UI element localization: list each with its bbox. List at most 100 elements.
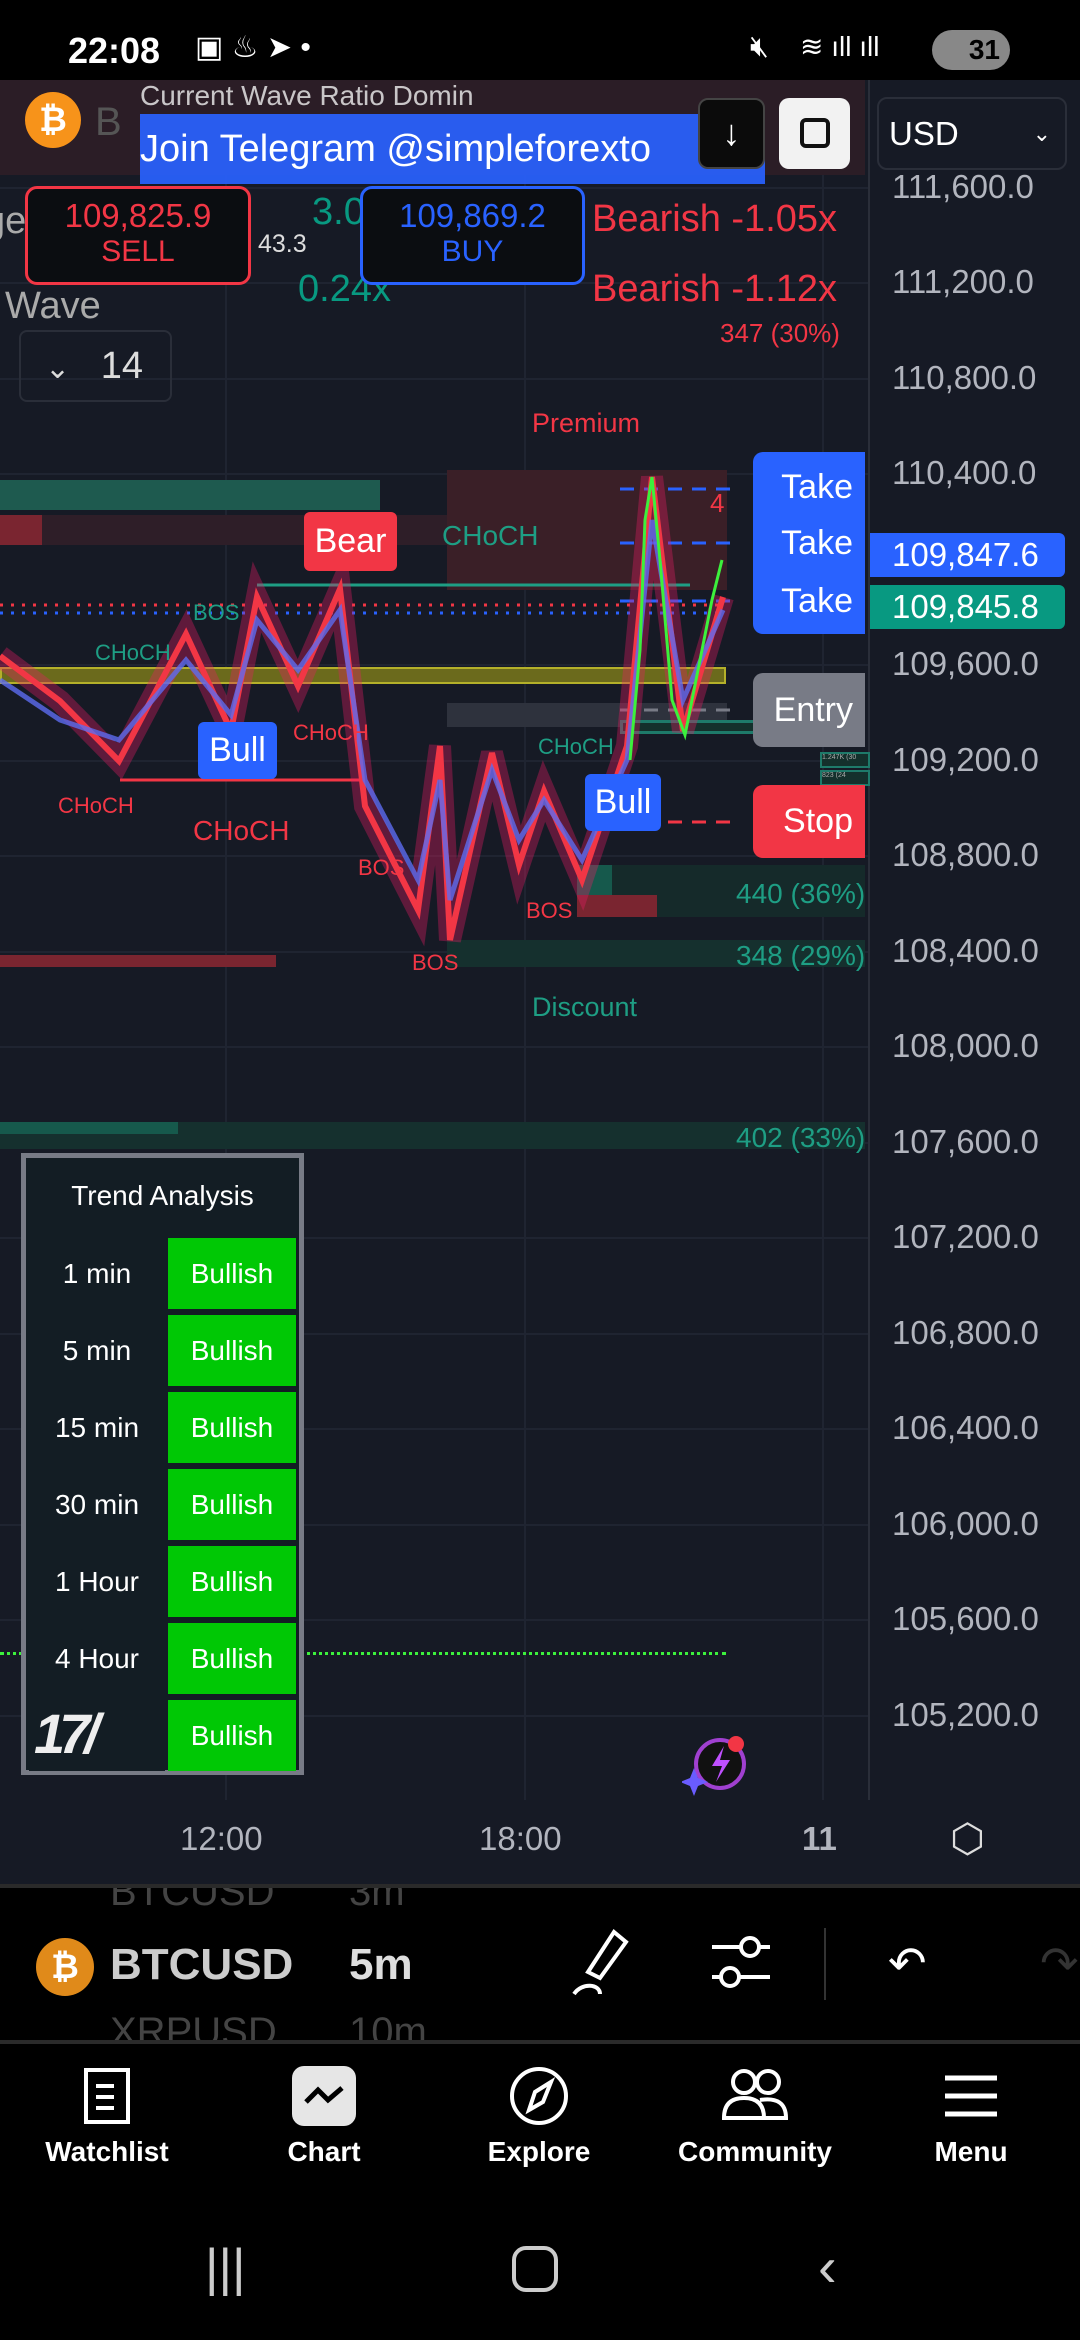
trend-row: 4 Hour Bullish	[26, 1620, 309, 1697]
indicators-collapse-button[interactable]: ⌄ 14	[19, 330, 172, 402]
nav-watchlist[interactable]: Watchlist	[7, 2044, 207, 2208]
prev-interval[interactable]: 3m	[349, 1888, 405, 1914]
back-icon[interactable]: ‹	[818, 2235, 837, 2298]
prev-symbol[interactable]: BTCUSD	[110, 1888, 275, 1914]
choch-label: CHoCH	[193, 815, 290, 846]
trend-row: 1 Hour Bullish	[26, 1543, 309, 1620]
timeframe-cell: 1 min	[29, 1238, 165, 1309]
choch-label: CHoCH	[442, 520, 539, 551]
price-axis-label: 107,600.0	[892, 1122, 1039, 1160]
price-axis-divider	[868, 80, 870, 1800]
price-axis-label: 105,600.0	[892, 1600, 1039, 1637]
grid-line	[0, 855, 870, 857]
take-profit-tag[interactable]: Take	[781, 523, 853, 562]
price-axis-label: 110,800.0	[892, 358, 1037, 396]
ai-assistant-button[interactable]	[680, 1730, 752, 1800]
grid-line	[0, 473, 870, 475]
buy-price: 109,869.2	[399, 197, 546, 234]
nav-chart[interactable]: Chart	[224, 2044, 424, 2208]
bull-marker: Bull	[198, 722, 277, 779]
yellow-band	[0, 667, 726, 684]
indicator-settings-icon[interactable]	[710, 1933, 772, 1993]
indicator-row2-left: Wave	[5, 285, 101, 327]
interval-select[interactable]: 5m	[349, 1940, 413, 1989]
telegram-banner[interactable]	[140, 114, 765, 184]
scroll-to-latest-button[interactable]: ↓	[698, 98, 765, 169]
price-axis-label: 108,800.0	[892, 836, 1039, 873]
price-axis-label: 109,600.0	[892, 645, 1039, 682]
trend-cell: Bullish	[168, 1315, 296, 1386]
system-nav-bar: ||| ‹	[0, 2208, 1080, 2340]
nav-label: Watchlist	[45, 2136, 169, 2167]
bos-label: BOS	[358, 855, 405, 880]
status-time: 22:08	[68, 30, 161, 71]
volume-label: 348 (29%)	[736, 940, 866, 971]
choch-label: CHoCH	[58, 793, 134, 818]
trend-analysis-table: Trend Analysis 1 min Bullish 5 min Bullish 1…	[21, 1153, 304, 1775]
nav-explore[interactable]: Explore	[439, 2044, 639, 2208]
nav-label: Menu	[934, 2136, 1008, 2167]
indicator-row1-mid: 3.0	[312, 191, 365, 233]
premium-label: Premium	[532, 408, 641, 438]
spread-value: 43.3	[258, 230, 307, 258]
draw-pencil-icon[interactable]	[570, 1928, 630, 1998]
discount-label: Discount	[532, 992, 638, 1022]
sell-price: 109,825.9	[64, 197, 212, 234]
nav-menu[interactable]: Menu	[871, 2044, 1071, 2208]
grid-line	[0, 664, 870, 666]
arrow-down-icon: ↓	[722, 112, 741, 153]
grid-line	[0, 1332, 870, 1335]
indicator-row2-small: 347 (30%)	[720, 318, 840, 348]
next-symbol[interactable]: XRPUSD	[110, 2010, 277, 2040]
nav-label: Community	[678, 2136, 832, 2167]
zone-bull	[0, 480, 380, 510]
undo-icon[interactable]: ↶	[888, 1937, 927, 1989]
lightning-sparkle-icon	[680, 1736, 746, 1796]
time-label: 18:00	[479, 1820, 562, 1857]
stop-loss-tag[interactable]: Stop	[753, 785, 865, 858]
volume-zone-3-green	[0, 1122, 178, 1134]
home-icon[interactable]	[512, 2246, 558, 2292]
trend-cell: Bullish	[168, 1700, 296, 1771]
entry-tag[interactable]: Entry	[753, 673, 865, 747]
bitcoin-icon: ₿	[25, 92, 81, 148]
symbol-select[interactable]: BTCUSD	[110, 1940, 294, 1989]
grid-line	[0, 950, 870, 953]
small-label-1: 1.247K (30	[820, 752, 870, 768]
redo-icon[interactable]: ↷	[1040, 1937, 1079, 1989]
buy-button[interactable]: 109,869.2 BUY	[360, 186, 585, 285]
sell-label: SELL	[101, 235, 175, 268]
volume-label: 402 (33%)	[736, 1122, 866, 1153]
indicator-row2-right: Bearish -1.12x	[592, 268, 838, 310]
sell-button[interactable]: 109,825.9 SELL	[25, 186, 251, 285]
trend-row: 30 min Bullish	[26, 1466, 309, 1543]
grid-line	[0, 377, 870, 380]
take-profit-tag-group	[753, 452, 865, 634]
volume-label: 440 (36%)	[736, 878, 866, 909]
currency-select[interactable]: USD ⌄	[877, 97, 1067, 170]
chart-settings-icon[interactable]: ⬡	[950, 1817, 985, 1861]
divider	[0, 1884, 1080, 1888]
watchlist-icon	[84, 2068, 130, 2124]
time-label: 12:00	[180, 1820, 263, 1857]
nav-community[interactable]: Community	[655, 2044, 855, 2208]
indicator-row1-right: Bearish -1.05x	[592, 198, 838, 240]
fullscreen-button[interactable]	[779, 98, 850, 169]
mute-icon: 🔇︎	[750, 30, 769, 63]
take-profit-tag[interactable]: Take	[781, 581, 853, 620]
next-interval[interactable]: 10m	[349, 2010, 427, 2040]
discount-red-bar	[0, 955, 276, 967]
nav-label: Chart	[287, 2136, 361, 2167]
take-profit-tag[interactable]: Take	[781, 467, 853, 506]
time-label: 11	[802, 1820, 837, 1857]
trend-cell: Bullish	[168, 1623, 296, 1694]
chart-area[interactable]: 1.247K (30 823 (24 Premium Discount CHoC…	[0, 80, 1080, 1884]
choch-label: CHoCH	[538, 734, 614, 759]
recent-apps-icon[interactable]: |||	[205, 2239, 246, 2297]
tradingview-logo: 17/	[34, 1702, 100, 1765]
timeframe-cell: 15 min	[29, 1392, 165, 1463]
timeframe-cell	[29, 1700, 165, 1771]
trend-cell: Bullish	[168, 1469, 296, 1540]
indicator-line	[0, 1652, 726, 1655]
zone-bear	[0, 515, 42, 545]
